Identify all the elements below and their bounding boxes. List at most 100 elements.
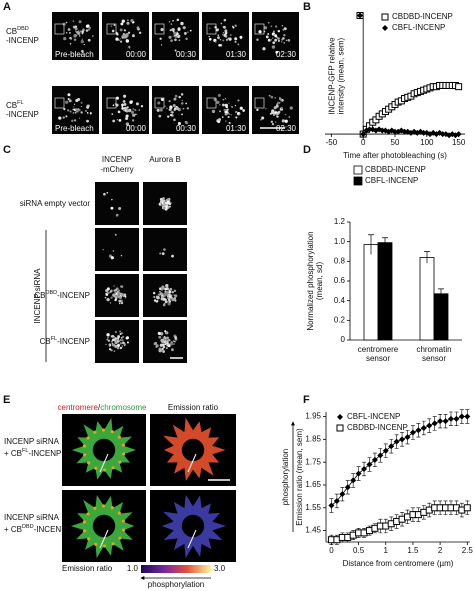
micrograph-spot — [282, 28, 285, 31]
micrograph-spot — [168, 203, 172, 206]
micrograph-spot — [67, 28, 71, 31]
micrograph-spot — [118, 299, 122, 303]
micrograph-spot — [112, 250, 115, 252]
y-axis-label: intensity (mean, sem) — [336, 37, 345, 114]
micrograph-spot — [234, 104, 237, 107]
micrograph-spot — [156, 296, 160, 300]
micrograph-spot — [123, 94, 127, 98]
bleach-box — [254, 23, 265, 35]
micrograph-spot — [127, 31, 131, 34]
micrograph-spot — [121, 346, 124, 348]
micrograph-spot — [110, 296, 113, 299]
x-axis-label: Time after photobleaching (s) — [343, 151, 447, 160]
micrograph-spot — [63, 37, 67, 41]
micrograph — [95, 228, 139, 271]
bleach-box — [106, 23, 117, 35]
micrograph-spot — [125, 122, 130, 126]
bleach-box — [254, 97, 265, 109]
chromosome-center — [181, 438, 205, 462]
micrograph-spot — [272, 113, 276, 116]
micrograph-spot — [173, 289, 176, 292]
micrograph-spot — [176, 32, 179, 36]
micrograph-spot — [275, 104, 279, 108]
micrograph-spot — [109, 302, 112, 304]
micrograph-spot — [77, 31, 81, 35]
chromosome-center — [92, 514, 116, 538]
micrograph-spot — [238, 113, 241, 115]
y-tick-label: 1.0 — [334, 237, 346, 246]
colorbar-title: Emission ratio — [62, 564, 113, 573]
micrograph-spot — [72, 108, 75, 111]
micrograph-spot — [164, 290, 167, 293]
micrograph-spot — [77, 30, 80, 33]
legend-marker — [382, 25, 388, 31]
micrograph-spot — [288, 116, 291, 118]
label-sup: DBD — [45, 290, 57, 296]
column-header: Emission ratio — [168, 403, 219, 412]
label-rest: -INCENP — [34, 525, 67, 534]
micrograph-spot — [282, 37, 285, 40]
micrograph-spot — [68, 31, 71, 34]
marker — [366, 461, 373, 468]
micrograph-spot — [116, 119, 118, 121]
micrograph-spot — [117, 110, 121, 114]
micrograph-spot — [75, 108, 78, 111]
micrograph-spot — [161, 340, 165, 344]
micrograph-spot — [115, 292, 118, 295]
micrograph-spot — [265, 108, 267, 110]
centromere-spot — [83, 529, 87, 533]
micrograph-spot — [223, 33, 227, 37]
x-tick-label: 150 — [452, 138, 466, 147]
micrograph-spot — [181, 113, 183, 116]
centromere-spot — [93, 430, 97, 434]
marker — [382, 447, 389, 454]
micrograph-spot — [91, 35, 94, 37]
micrograph-spot — [67, 93, 71, 97]
micrograph-spot — [283, 42, 285, 44]
colorbar — [141, 565, 211, 573]
micrograph-spot — [124, 109, 126, 111]
chromosome-center — [181, 514, 205, 538]
time-label: 00:30 — [176, 124, 197, 133]
legend-marker — [337, 414, 343, 420]
time-label: 01:30 — [226, 50, 247, 59]
micrograph-spot — [73, 34, 77, 38]
micrograph-spot — [120, 22, 124, 26]
micrograph-spot — [239, 106, 243, 110]
marker — [361, 466, 368, 473]
micrograph-spot — [102, 248, 105, 251]
centromere-spot — [122, 528, 126, 532]
row-label: + CBDBD-INCENP — [4, 524, 67, 534]
micrograph-spot — [174, 336, 178, 339]
micrograph-spot — [275, 113, 278, 116]
header-part: centromere — [58, 403, 99, 412]
time-label: 00:00 — [126, 50, 147, 59]
bar — [419, 256, 435, 341]
micrograph-spot — [159, 292, 163, 296]
micrograph-spot — [172, 19, 174, 22]
micrograph-spot — [274, 38, 278, 42]
label-base: CB — [6, 101, 17, 110]
micrograph-spot — [275, 121, 277, 123]
micrograph-spot — [180, 21, 184, 26]
micrograph-spot — [217, 28, 219, 30]
micrograph-spot — [159, 332, 164, 336]
panel-label: C — [3, 144, 11, 156]
measure-line — [99, 453, 109, 473]
y-axis-label: Emission ratio (mean, sem) — [295, 428, 304, 526]
micrograph-spot — [272, 30, 275, 33]
bleach-box — [54, 97, 65, 109]
micrograph-spot — [120, 254, 123, 257]
micrograph-spot — [116, 33, 119, 36]
micrograph-spot — [157, 101, 161, 105]
micrograph-spot — [185, 102, 187, 105]
marker — [379, 127, 386, 134]
error-bar — [424, 251, 430, 264]
micrograph-spot — [167, 302, 171, 306]
micrograph-spot — [177, 27, 181, 31]
micrograph-spot — [181, 99, 184, 102]
micrograph-spot — [224, 98, 227, 100]
micrograph-spot — [158, 202, 161, 206]
micrograph-spot — [268, 94, 271, 97]
